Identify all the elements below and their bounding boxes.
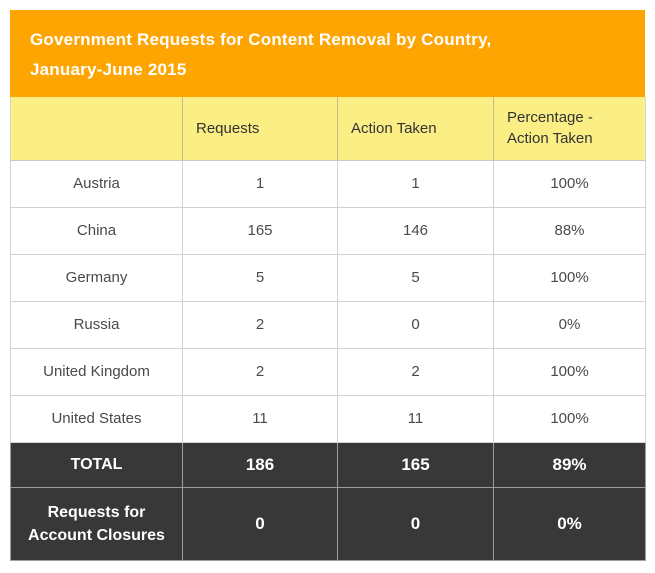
header-cell-requests: Requests bbox=[182, 97, 338, 161]
action-taken-cell: 146 bbox=[337, 206, 494, 255]
percentage-cell: 100% bbox=[493, 347, 646, 396]
table-row-germany: Germany 5 5 100% bbox=[10, 253, 646, 302]
closures-action-taken-cell: 0 bbox=[337, 486, 494, 561]
header-cell-action-taken: Action Taken bbox=[337, 97, 494, 161]
table-row-total: TOTAL 186 165 89% bbox=[10, 441, 646, 488]
requests-cell: 1 bbox=[182, 159, 338, 208]
table-row-united-kingdom: United Kingdom 2 2 100% bbox=[10, 347, 646, 396]
action-taken-cell: 2 bbox=[337, 347, 494, 396]
content-removal-table: Requests Action Taken Percentage - Actio… bbox=[10, 97, 646, 561]
percentage-cell: 88% bbox=[493, 206, 646, 255]
total-label: TOTAL bbox=[10, 441, 183, 488]
country-cell: China bbox=[10, 206, 183, 255]
action-taken-cell: 5 bbox=[337, 253, 494, 302]
table-row-russia: Russia 2 0 0% bbox=[10, 300, 646, 349]
table-row-austria: Austria 1 1 100% bbox=[10, 159, 646, 208]
account-closures-label: Requests for Account Closures bbox=[10, 486, 183, 561]
table-row-account-closures: Requests for Account Closures 0 0 0% bbox=[10, 486, 646, 561]
table-row-china: China 165 146 88% bbox=[10, 206, 646, 255]
requests-cell: 165 bbox=[182, 206, 338, 255]
table-title-line1: Government Requests for Content Removal … bbox=[30, 30, 492, 49]
requests-cell: 5 bbox=[182, 253, 338, 302]
percentage-cell: 0% bbox=[493, 300, 646, 349]
percentage-cell: 100% bbox=[493, 394, 646, 443]
closures-requests-cell: 0 bbox=[182, 486, 338, 561]
table-title: Government Requests for Content Removal … bbox=[10, 10, 645, 97]
percentage-cell: 100% bbox=[493, 159, 646, 208]
country-cell: Austria bbox=[10, 159, 183, 208]
country-cell: Russia bbox=[10, 300, 183, 349]
action-taken-cell: 11 bbox=[337, 394, 494, 443]
closures-percentage-cell: 0% bbox=[493, 486, 646, 561]
report-table-card: Government Requests for Content Removal … bbox=[10, 10, 646, 561]
table-body: Austria 1 1 100% China 165 146 88% Germa… bbox=[10, 159, 646, 443]
total-action-taken-cell: 165 bbox=[337, 441, 494, 488]
percentage-cell: 100% bbox=[493, 253, 646, 302]
country-cell: Germany bbox=[10, 253, 183, 302]
table-summary: TOTAL 186 165 89% Requests for Account C… bbox=[10, 441, 646, 561]
action-taken-cell: 1 bbox=[337, 159, 494, 208]
total-requests-cell: 186 bbox=[182, 441, 338, 488]
country-cell: United States bbox=[10, 394, 183, 443]
country-cell: United Kingdom bbox=[10, 347, 183, 396]
total-percentage-cell: 89% bbox=[493, 441, 646, 488]
requests-cell: 2 bbox=[182, 300, 338, 349]
requests-cell: 2 bbox=[182, 347, 338, 396]
table-row-united-states: United States 11 11 100% bbox=[10, 394, 646, 443]
action-taken-cell: 0 bbox=[337, 300, 494, 349]
table-title-line2: January-June 2015 bbox=[30, 60, 187, 79]
table-header: Requests Action Taken Percentage - Actio… bbox=[10, 97, 646, 161]
header-row: Requests Action Taken Percentage - Actio… bbox=[10, 97, 646, 161]
requests-cell: 11 bbox=[182, 394, 338, 443]
header-cell-percentage: Percentage - Action Taken bbox=[493, 97, 646, 161]
header-cell-blank bbox=[10, 97, 183, 161]
